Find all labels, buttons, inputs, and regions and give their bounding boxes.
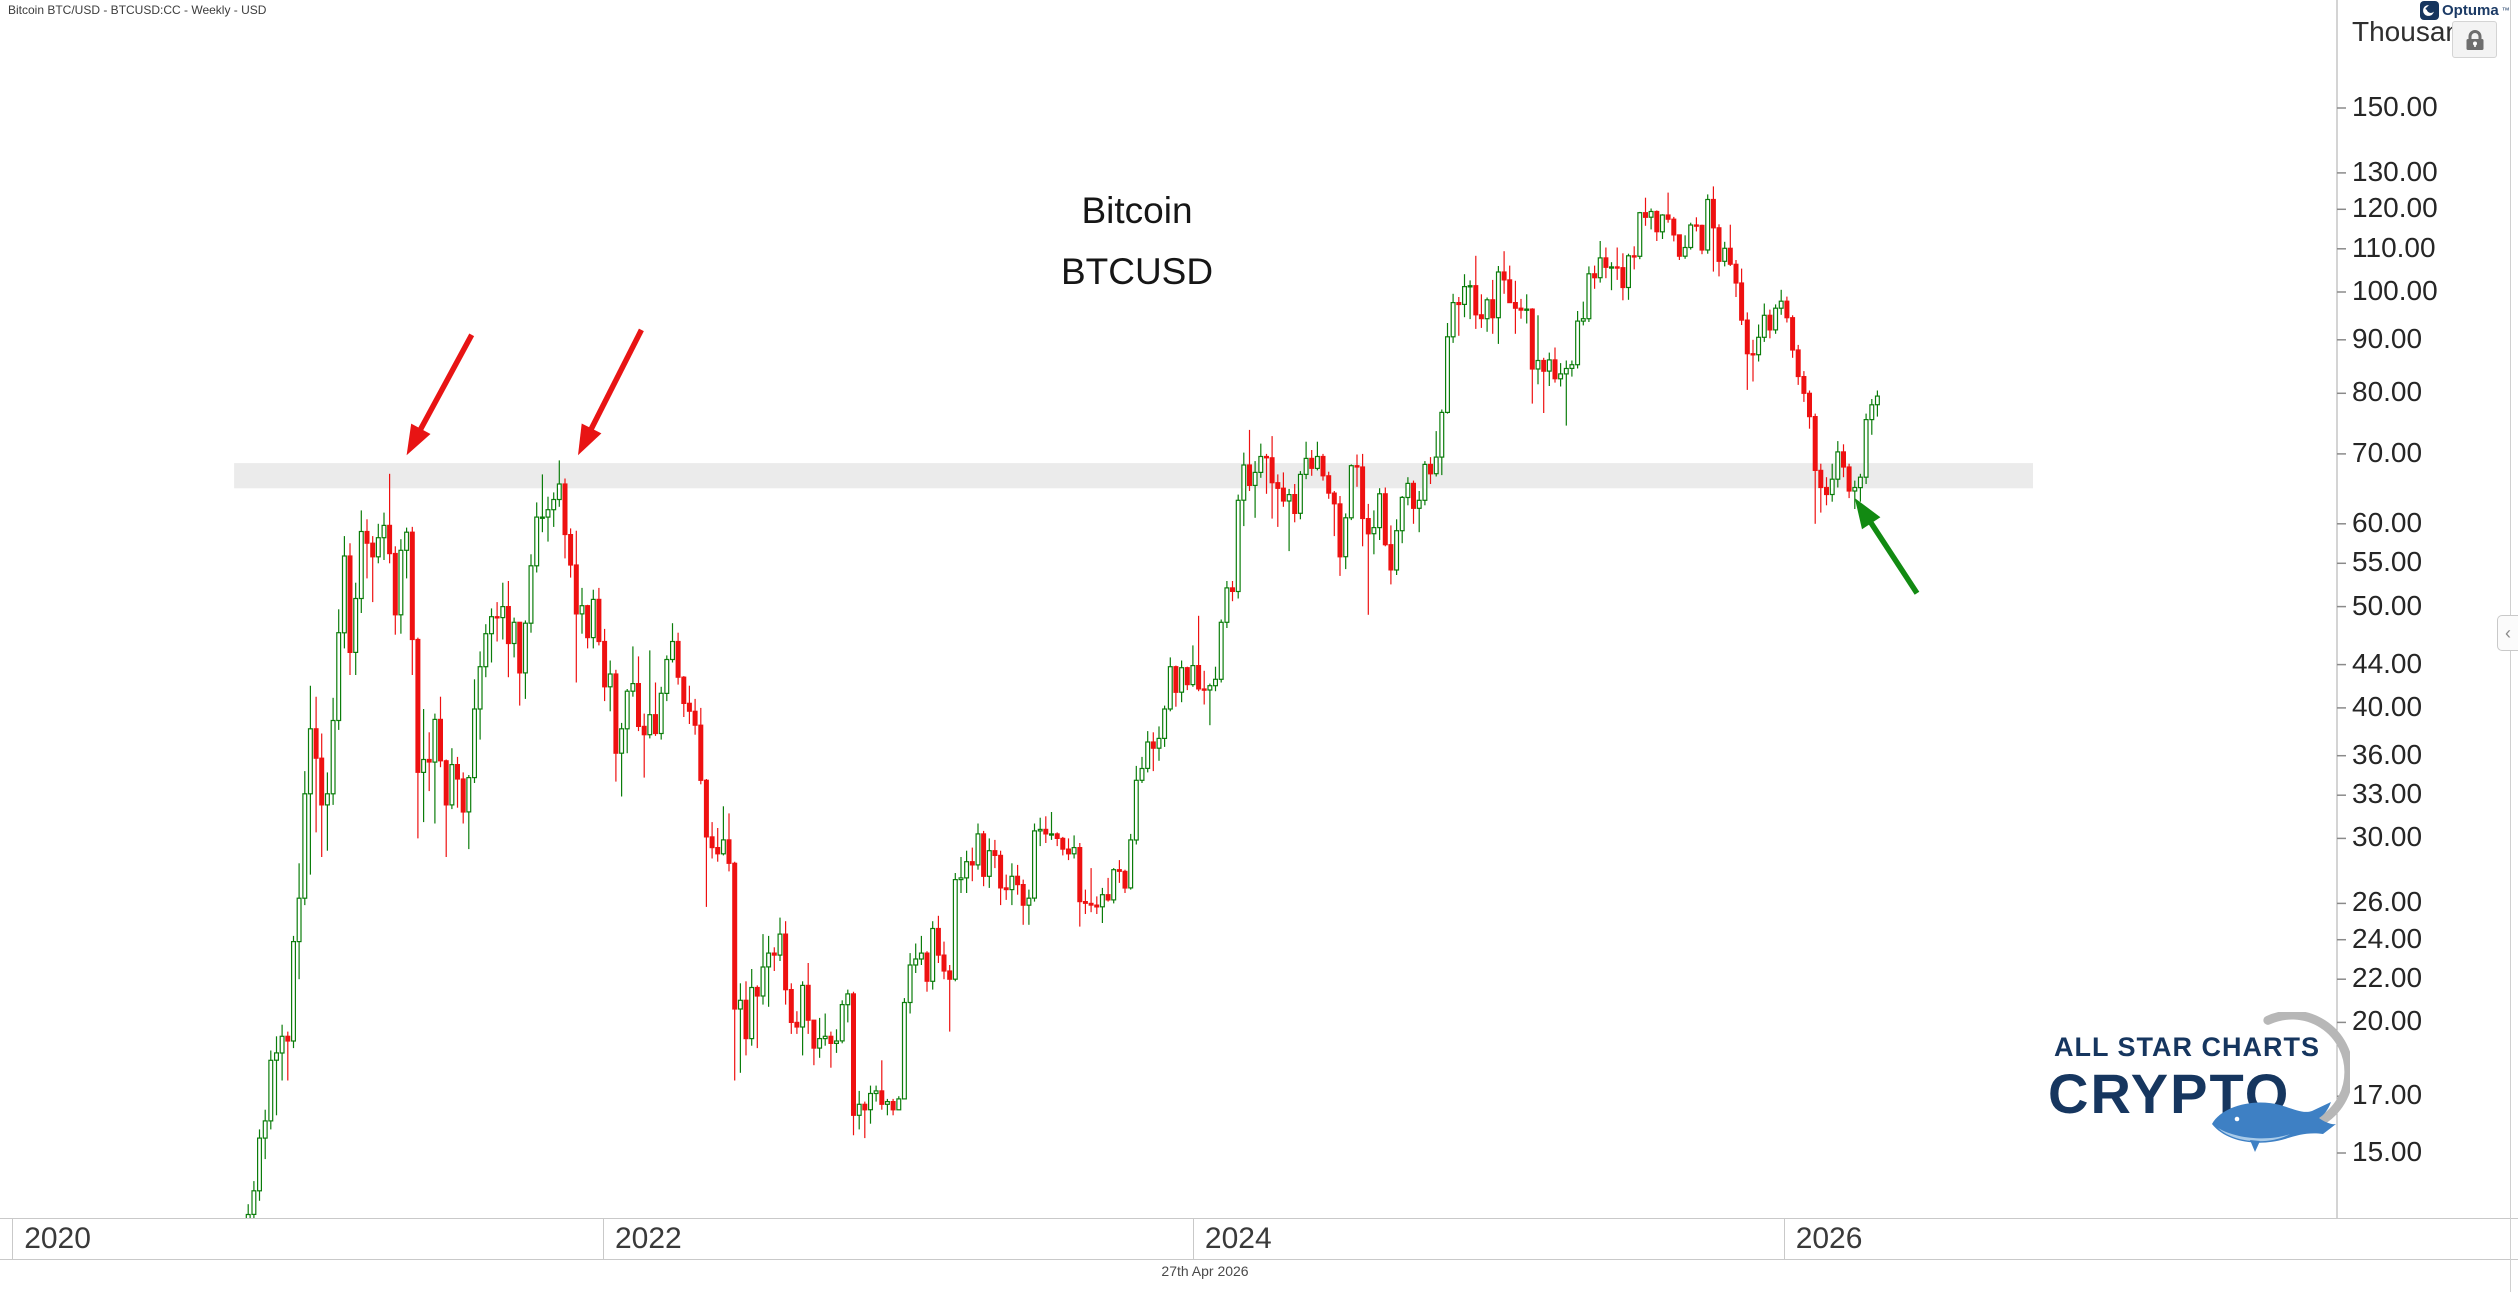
year-label-2024: 2024 [1204, 1222, 1272, 1255]
price-tick-label: 130.00 [2352, 155, 2438, 187]
x-axis-time-scale[interactable]: 2020 2022 2024 2026 [0, 1218, 2518, 1260]
year-divider [1783, 1219, 1785, 1259]
asc-logo-line1: ALL STAR CHARTS [2054, 1032, 2320, 1062]
price-tick-label: 70.00 [2352, 436, 2423, 468]
price-tick-label: 20.00 [2352, 1005, 2423, 1037]
all-star-charts-crypto-logo: ALL STAR CHARTS CRYPTO [2040, 1010, 2354, 1157]
year-label-2026: 2026 [1795, 1222, 1863, 1255]
chart-title-bar: Bitcoin BTC/USD - BTCUSD:CC - Weekly - U… [8, 3, 267, 17]
price-tick-label: 120.00 [2352, 192, 2438, 224]
whale-icon [2212, 1102, 2336, 1152]
price-tick-label: 150.00 [2352, 91, 2438, 122]
footer-print-date: 27th Apr 2026 [1161, 1263, 1249, 1279]
price-tick-label: 50.00 [2352, 589, 2423, 621]
price-tick-label: 22.00 [2352, 962, 2423, 994]
lock-button[interactable] [2452, 21, 2497, 58]
optuma-label: Optuma [2442, 2, 2499, 19]
price-tick-label: 80.00 [2352, 376, 2423, 408]
price-tick-label: 17.00 [2352, 1079, 2423, 1111]
year-label-2022: 2022 [615, 1222, 682, 1255]
asc-crypto-logo-graphic: ALL STAR CHARTS CRYPTO [2048, 1010, 2354, 1152]
year-divider [1192, 1219, 1194, 1259]
price-tick-label: 24.00 [2352, 922, 2423, 954]
chart-heading: Bitcoin BTCUSD [1061, 180, 1213, 302]
price-tick-label: 110.00 [2352, 231, 2436, 263]
support-resistance-band [234, 463, 2034, 489]
red-arrow-annotation-2 [578, 328, 644, 456]
price-tick-label: 33.00 [2352, 778, 2423, 810]
price-tick-label: 90.00 [2352, 322, 2423, 354]
chart-heading-line1: Bitcoin [1081, 190, 1193, 231]
price-tick-label: 40.00 [2352, 690, 2423, 722]
candles-layer [245, 186, 1880, 1218]
year-divider [603, 1219, 604, 1259]
price-tick-label: 36.00 [2352, 738, 2423, 770]
price-tick-label: 26.00 [2352, 886, 2423, 918]
year-divider [12, 1219, 14, 1259]
price-tick-label: 55.00 [2352, 546, 2423, 578]
chart-heading-line2: BTCUSD [1060, 251, 1214, 292]
price-tick-label: 44.00 [2352, 647, 2423, 679]
price-tick-label: 30.00 [2352, 821, 2423, 853]
optuma-icon [2420, 1, 2439, 20]
price-tick-label: 100.00 [2352, 275, 2438, 306]
red-arrow-annotation-1 [406, 333, 475, 456]
chevron-left-icon: ‹ [2505, 623, 2511, 643]
lock-icon [2466, 29, 2483, 50]
optuma-trademark: ™ [2501, 6, 2510, 15]
collapse-panel-button[interactable]: ‹ [2497, 615, 2518, 651]
optuma-logo: Optuma ™ [2420, 1, 2510, 20]
price-tick-label: 60.00 [2352, 506, 2423, 538]
price-tick-label: 15.00 [2352, 1136, 2423, 1167]
green-arrow-annotation [1854, 498, 1920, 595]
year-label-2020: 2020 [24, 1222, 91, 1255]
